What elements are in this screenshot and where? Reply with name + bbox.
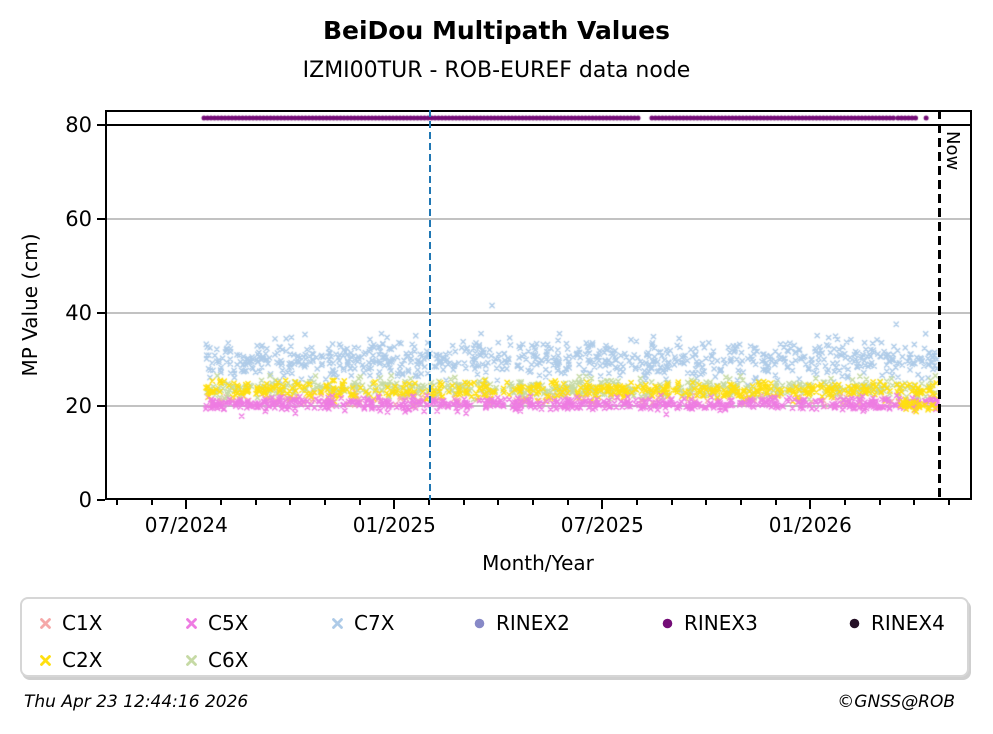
x-minor-tick [150, 500, 153, 505]
x-major-tick [393, 500, 396, 509]
x-tick-label: 01/2026 [768, 513, 852, 537]
credit-text: ©GNSS@ROB [837, 692, 955, 712]
c1x-x-marker-icon [39, 611, 52, 635]
chart-subtitle: IZMI00TUR - ROB-EUREF data node [302, 58, 691, 83]
legend-label: C6X [208, 648, 249, 672]
x-minor-tick [878, 500, 881, 505]
c2x-x-marker-icon [39, 648, 52, 672]
x-minor-tick [670, 500, 673, 505]
scatter-canvas [105, 110, 972, 500]
y-tick [97, 311, 105, 314]
x-minor-tick [324, 500, 326, 505]
x-minor-tick [428, 500, 430, 505]
y-tick [97, 217, 105, 220]
x-minor-tick [254, 500, 257, 505]
x-minor-tick [740, 500, 742, 505]
rinex3-dot-marker-icon [661, 611, 674, 635]
x-tick-label: 01/2025 [352, 513, 436, 537]
now-line [937, 110, 941, 500]
legend-item-c2x: C2X [39, 646, 102, 674]
rinex2-dot-marker-icon [473, 611, 486, 635]
c7x-x-marker-icon [331, 611, 344, 635]
x-minor-tick [462, 500, 465, 505]
timestamp-text: Thu Apr 23 12:44:16 2026 [24, 692, 249, 712]
legend-item-rinex3: RINEX3 [661, 609, 758, 637]
y-tick [97, 405, 105, 408]
x-minor-tick [220, 500, 222, 505]
legend-label: C2X [62, 648, 103, 672]
y-tick-label: 20 [65, 394, 92, 419]
legend-label: C5X [208, 611, 249, 635]
x-minor-tick [844, 500, 846, 505]
y-tick-label: 0 [78, 488, 92, 512]
x-minor-tick [774, 500, 777, 505]
legend-item-rinex2: RINEX2 [473, 609, 570, 637]
y-tick [97, 124, 105, 126]
x-minor-tick [636, 500, 638, 505]
x-tick-label: 07/2024 [144, 513, 228, 537]
x-minor-tick [566, 500, 569, 505]
rinex4-dot-marker-icon [848, 611, 861, 635]
x-minor-tick [289, 500, 292, 505]
y-tick-label: 40 [65, 300, 92, 325]
x-tick-label: 07/2025 [560, 513, 644, 537]
legend-item-c6x: C6X [185, 646, 248, 674]
legend-label: C1X [62, 611, 103, 635]
legend-label: RINEX2 [496, 611, 570, 635]
x-minor-tick [948, 500, 950, 505]
y-tick-label: 80 [65, 113, 92, 137]
now-line-label: Now [942, 131, 963, 171]
legend-label: C7X [354, 611, 395, 635]
c6x-x-marker-icon [185, 648, 198, 672]
legend-label: RINEX3 [684, 611, 758, 635]
x-minor-tick [705, 500, 708, 505]
x-major-tick [185, 500, 188, 509]
c5x-x-marker-icon [185, 611, 198, 635]
x-major-tick [809, 500, 812, 509]
x-minor-tick [913, 500, 916, 505]
x-major-tick [601, 500, 604, 509]
y-tick-label: 60 [65, 206, 92, 231]
update-line [429, 110, 432, 500]
x-axis-title: Month/Year [482, 551, 594, 575]
legend-item-rinex4: RINEX4 [848, 609, 945, 637]
x-minor-tick [116, 500, 118, 505]
legend-item-c7x: C7X [331, 609, 394, 637]
legend-label: RINEX4 [871, 611, 945, 635]
legend-item-c1x: C1X [39, 609, 102, 637]
chart-title: BeiDou Multipath Values [322, 16, 671, 45]
x-minor-tick [358, 500, 361, 505]
y-tick [97, 499, 105, 501]
legend: C1X C5X C7X RINEX2 RINEX3 RINEX4 C2X C6X [20, 597, 969, 677]
x-minor-tick [497, 500, 500, 505]
legend-item-c5x: C5X [185, 609, 248, 637]
y80-solid-line [105, 124, 972, 126]
x-minor-tick [532, 500, 534, 505]
